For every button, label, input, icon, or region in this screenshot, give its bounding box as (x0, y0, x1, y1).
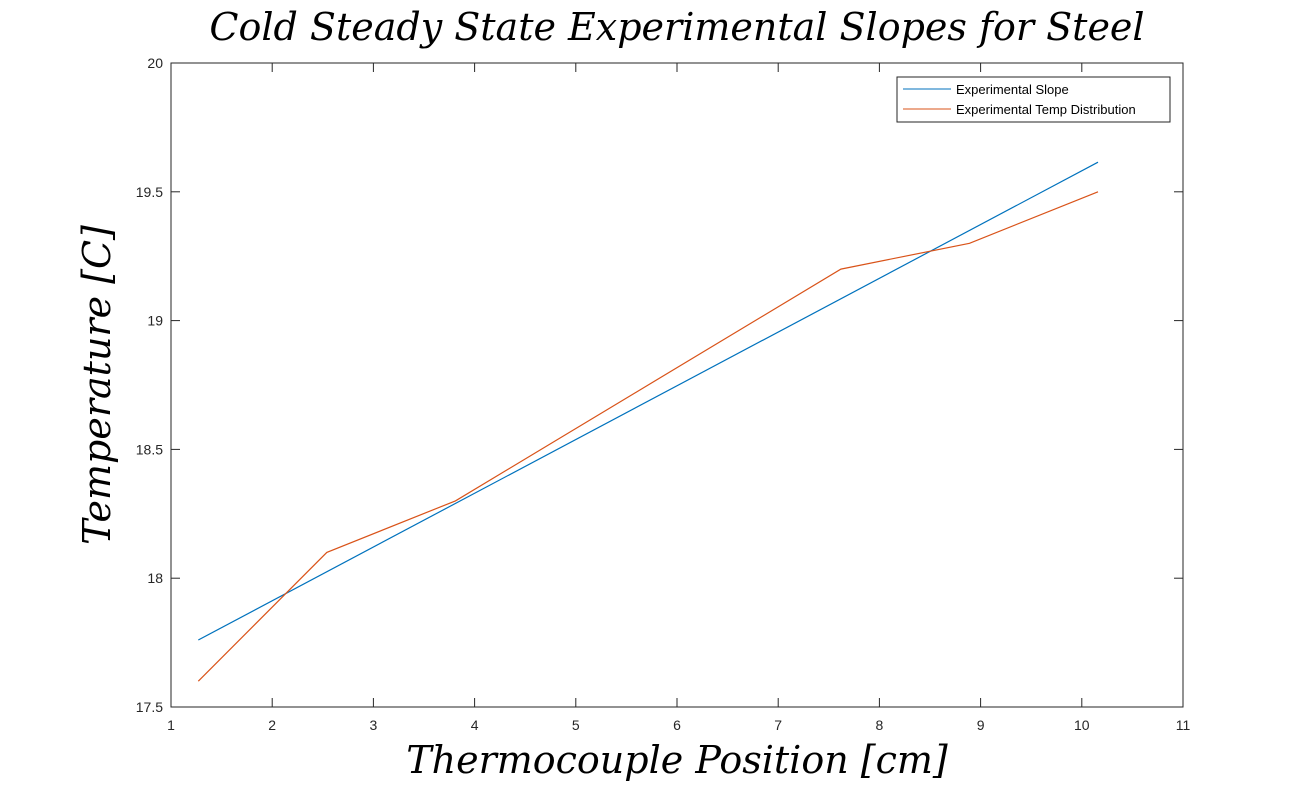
x-tick-label: 8 (876, 717, 884, 733)
y-tick-label: 17.5 (136, 699, 163, 715)
x-tick-label: 5 (572, 717, 580, 733)
legend-box (896, 76, 1171, 123)
x-tick-label: 11 (1176, 717, 1191, 733)
legend: Experimental Slope Experimental Temp Dis… (896, 76, 1171, 123)
series-layer (197, 161, 1099, 682)
x-tick-label: 9 (977, 717, 985, 733)
chart-title: Cold Steady State Experimental Slopes fo… (209, 5, 1144, 49)
legend-label-experimental-temp-distribution: Experimental Temp Distribution (956, 102, 1136, 117)
y-axis-title: Temperature [C] (75, 225, 119, 545)
x-tick-label: 7 (774, 717, 782, 733)
x-tick-label: 2 (268, 717, 276, 733)
x-tick-label: 1 (167, 717, 175, 733)
legend-label-experimental-slope: Experimental Slope (956, 82, 1069, 97)
y-tick-label: 20 (147, 55, 163, 71)
y-tick-label: 18 (147, 570, 163, 586)
series-line-1 (197, 191, 1099, 682)
x-tick-label: 4 (471, 717, 479, 733)
y-axis-ticks: 17.5 18 18.5 19 19.5 20 (136, 55, 1183, 715)
x-axis-ticks: 1 2 3 4 5 6 7 8 9 10 11 (167, 63, 1190, 733)
series-line-0 (198, 161, 1099, 641)
x-tick-label: 6 (673, 717, 681, 733)
plot-area (170, 62, 1184, 708)
x-tick-label: 10 (1074, 717, 1090, 733)
x-axis-title: Thermocouple Position [cm] (406, 738, 948, 782)
x-tick-label: 3 (370, 717, 378, 733)
y-tick-label: 19.5 (136, 184, 163, 200)
y-tick-label: 18.5 (136, 441, 163, 457)
y-tick-label: 19 (147, 313, 163, 329)
